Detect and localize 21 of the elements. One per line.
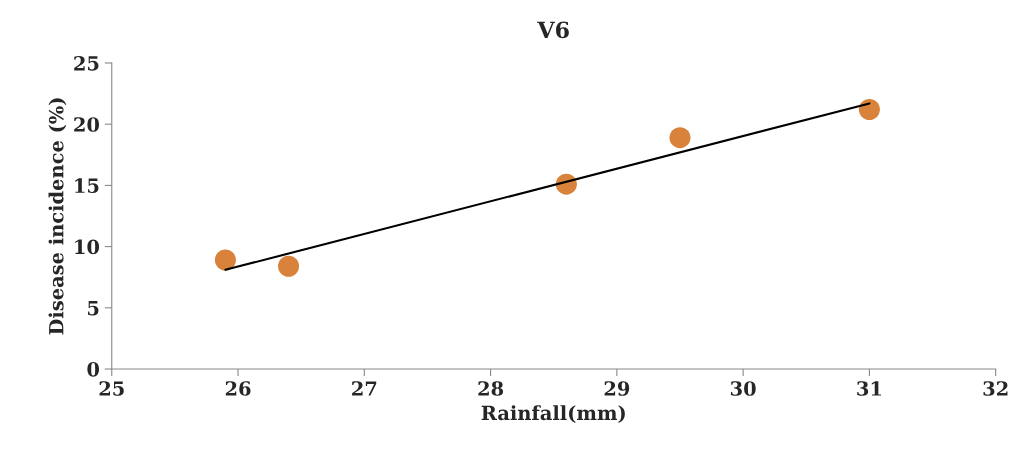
x-tick-label: 25	[99, 381, 124, 396]
x-tick-label: 32	[983, 381, 1008, 396]
y-tick-label: 15	[75, 178, 99, 194]
x-axis-title: Rainfall(mm)	[481, 405, 625, 423]
y-tick-label: 20	[74, 117, 100, 132]
y-tick-label: 5	[88, 301, 99, 316]
point	[669, 127, 691, 149]
y-tick-label: 0	[87, 361, 100, 377]
y-tick-label: 10	[75, 239, 100, 255]
point	[858, 98, 880, 121]
chart-title: V6	[537, 21, 569, 39]
point	[278, 255, 300, 277]
x-tick-label: 30	[730, 381, 756, 396]
point	[214, 249, 236, 271]
y-axis-title: Disease incidence (%)	[48, 98, 67, 335]
x-tick-label: 26	[225, 381, 251, 396]
x-tick-label: 27	[352, 381, 377, 396]
x-tick-label: 29	[604, 381, 630, 396]
x-tick-label: 31	[857, 381, 881, 396]
x-tick-label: 28	[478, 381, 504, 396]
y-tick-label: 25	[74, 55, 99, 71]
